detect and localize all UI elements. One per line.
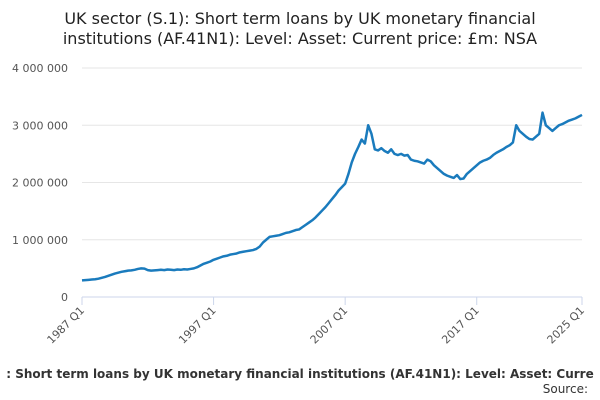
chart-title: UK sector (S.1): Short term loans by UK …: [64, 9, 535, 28]
x-tick-label: 2017 Q1: [439, 304, 482, 347]
chart-title: institutions (AF.41N1): Level: Asset: Cu…: [63, 29, 537, 48]
x-tick-label: 1997 Q1: [176, 304, 219, 347]
data-line: [81, 111, 583, 282]
y-tick-label: 0: [61, 291, 68, 304]
source: Source:: [543, 382, 588, 396]
caption: : Short term loans by UK monetary financ…: [6, 367, 594, 381]
y-tick-label: 2 000 000: [12, 177, 68, 190]
x-tick-label: 1987 Q1: [45, 304, 88, 347]
y-tick-label: 1 000 000: [12, 234, 68, 247]
x-tick-label: 2007 Q1: [308, 304, 351, 347]
y-tick-label: 4 000 000: [12, 62, 68, 75]
x-tick-label: 2025 Q1: [545, 304, 588, 347]
y-tick-label: 3 000 000: [12, 119, 68, 132]
